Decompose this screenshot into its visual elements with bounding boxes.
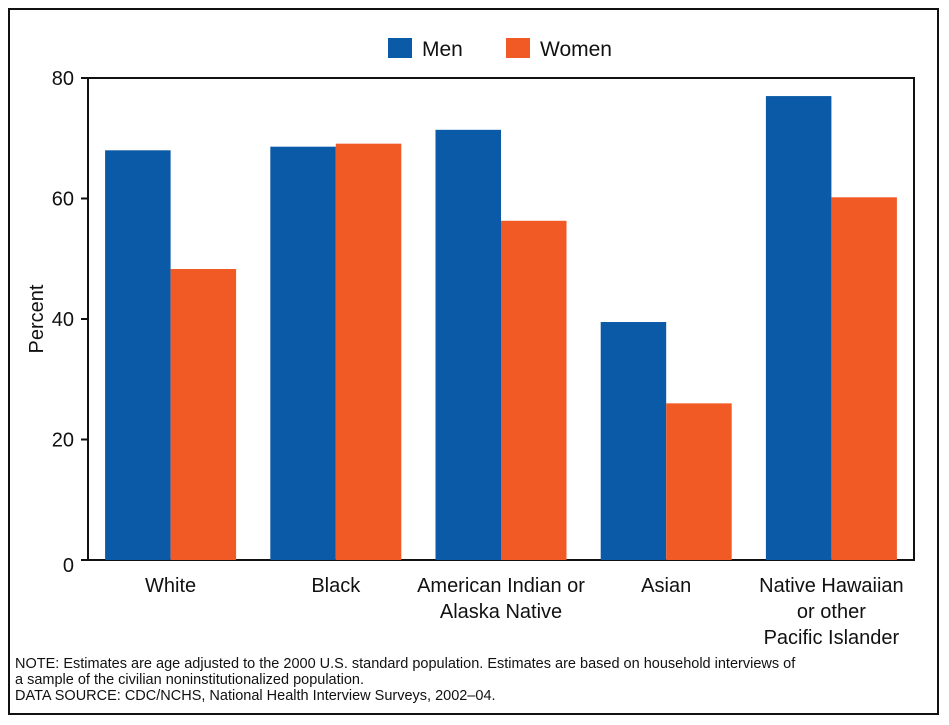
category-label: Asian [641, 575, 691, 597]
category-label: Black [311, 575, 361, 597]
note-line-2: a sample of the civilian noninstitutiona… [15, 672, 365, 688]
category-label: Pacific Islander [764, 627, 900, 649]
legend-label-women: Women [540, 38, 612, 61]
bar-men-0 [105, 150, 171, 561]
bar-women-2 [501, 220, 567, 561]
legend-label-men: Men [422, 38, 463, 61]
note-line-1: NOTE: Estimates are age adjusted to the … [15, 656, 796, 672]
category-label: Native Hawaiian [759, 575, 904, 597]
category-label: White [145, 575, 196, 597]
y-tick-label: 20 [52, 430, 74, 452]
y-axis-title: Percent [26, 284, 48, 353]
footnote: NOTE: Estimates are age adjusted to the … [15, 656, 930, 704]
y-tick-label: 40 [52, 309, 74, 331]
y-tick-label: 80 [52, 68, 74, 90]
category-label: or other [797, 601, 866, 623]
y-tick-label: 0 [63, 555, 74, 577]
category-label: Alaska Native [440, 601, 562, 623]
bar-men-2 [435, 129, 501, 560]
bar-women-0 [170, 268, 237, 560]
bar-men-4 [765, 96, 832, 560]
legend-swatch-women [506, 38, 530, 58]
bar-men-3 [600, 322, 667, 560]
bar-women-1 [335, 143, 402, 561]
legend-swatch-men [388, 38, 412, 58]
bar-men-1 [270, 146, 336, 560]
y-tick-label: 60 [52, 189, 74, 211]
bar-women-4 [831, 197, 897, 561]
bar-women-3 [666, 403, 732, 560]
category-label: American Indian or [417, 575, 585, 597]
data-source: DATA SOURCE: CDC/NCHS, National Health I… [15, 688, 496, 704]
bar-chart: 0 20 40 60 80 Percent White Black American India… [26, 38, 915, 649]
